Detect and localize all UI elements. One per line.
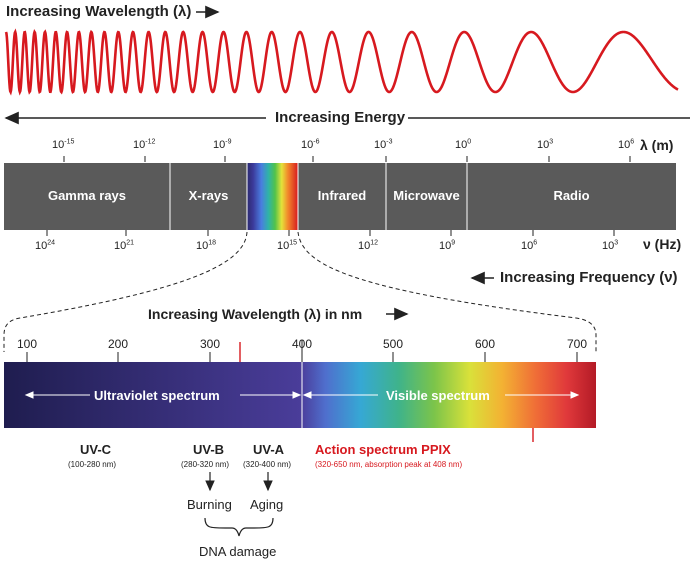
effect-aging: Aging <box>250 497 284 512</box>
frequency-tick-label-5: 109 <box>439 239 456 252</box>
band-radio: Radio <box>553 188 590 203</box>
wavelength-tick-label-5: 100 <box>455 138 472 151</box>
wavelength-tick-label-1: 10-12 <box>133 138 156 151</box>
action-spectrum-detail: (320-650 nm, absorption peak at 408 nm) <box>315 460 463 469</box>
frequency-title: Increasing Frequency (ν) <box>500 269 678 286</box>
spectrum-span-arrows <box>24 391 580 399</box>
wavelength-tick-marks <box>63 156 631 162</box>
action-spectrum-title: Action spectrum PPIX <box>315 442 451 457</box>
wavelength-tick-label-6: 103 <box>537 138 554 151</box>
wavelength-tick-label-7: 106 <box>618 138 635 151</box>
uv-b-label: UV-B <box>193 442 225 457</box>
uv-a-range: (320-400 nm) <box>243 460 292 469</box>
visible-spectrum-label: Visible spectrum <box>386 388 490 403</box>
uv-a-label: UV-A <box>253 442 285 457</box>
frequency-tick-label-0: 1024 <box>35 239 56 252</box>
nm-tick-label-6: 700 <box>566 337 588 351</box>
uv-spectrum-label: Ultraviolet spectrum <box>94 388 220 403</box>
uv-c-range: (100-280 nm) <box>68 460 117 469</box>
frequency-tick-marks <box>46 230 615 236</box>
effect-burning: Burning <box>187 497 232 512</box>
frequency-unit: ν (Hz) <box>643 236 682 252</box>
nm-tick-label-5: 600 <box>474 337 496 351</box>
wavelength-tick-label-4: 10-3 <box>374 138 393 151</box>
band-dividers <box>169 163 468 230</box>
frequency-tick-label-6: 106 <box>521 239 538 252</box>
band-microwave: Microwave <box>393 188 460 203</box>
band-infrared: Infrared <box>317 188 367 203</box>
nm-tick-marks <box>26 340 578 442</box>
nm-tick-label-2: 300 <box>199 337 221 351</box>
zoom-dashed-left <box>3 231 248 352</box>
frequency-tick-label-4: 1012 <box>358 239 379 252</box>
frequency-tick-label-1: 1021 <box>114 239 135 252</box>
nm-tick-label-3: 400 <box>291 337 313 351</box>
band-gamma-rays: Gamma rays <box>47 188 127 203</box>
nm-tick-label-1: 200 <box>107 337 129 351</box>
frequency-tick-label-3: 1015 <box>277 239 298 252</box>
nm-tick-label-4: 500 <box>382 337 404 351</box>
dna-damage-brace <box>204 517 274 537</box>
wavelength-sine-wave <box>4 28 679 96</box>
em-band-bar <box>4 163 676 230</box>
uv-c-label: UV-C <box>80 442 112 457</box>
visible-strip <box>247 163 298 230</box>
frequency-tick-label-7: 103 <box>602 239 619 252</box>
nm-axis-title: Increasing Wavelength (λ) in nm <box>148 306 363 322</box>
wavelength-tick-label-0: 10-15 <box>52 138 75 151</box>
energy-title: Increasing Energy <box>275 109 406 126</box>
wavelength-tick-label-3: 10-6 <box>301 138 320 151</box>
effect-dna-damage: DNA damage <box>199 544 277 559</box>
wavelength-title: Increasing Wavelength (λ) <box>6 3 192 20</box>
frequency-tick-label-2: 1018 <box>196 239 217 252</box>
uv-b-range: (280-320 nm) <box>181 460 230 469</box>
nm-tick-label-0: 100 <box>16 337 38 351</box>
band-x-rays: X-rays <box>188 188 229 203</box>
wavelength-unit: λ (m) <box>640 137 674 153</box>
wavelength-tick-label-2: 10-9 <box>213 138 232 151</box>
